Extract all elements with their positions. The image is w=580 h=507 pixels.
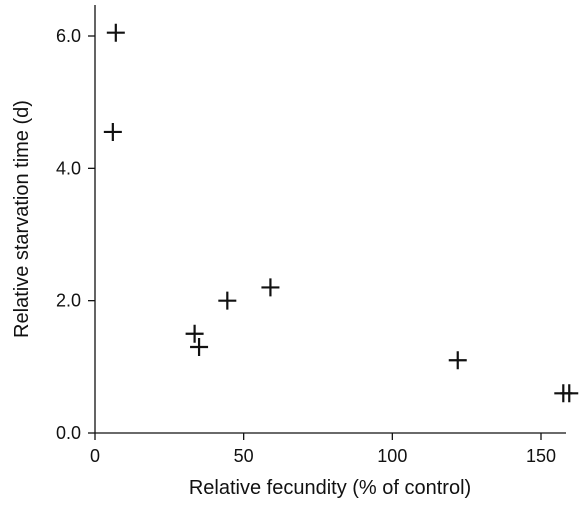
data-point-plus-marker — [103, 122, 122, 141]
data-point-plus-marker — [190, 337, 209, 356]
x-axis-title: Relative fecundity (% of control) — [189, 477, 471, 499]
y-tick-label: 4.0 — [56, 158, 81, 178]
data-point-plus-marker — [185, 324, 204, 343]
x-tick-label: 0 — [90, 446, 100, 466]
x-tick-label: 100 — [377, 446, 407, 466]
data-point-plus-marker — [448, 351, 467, 370]
y-tick-label: 2.0 — [56, 291, 81, 311]
y-tick-label: 6.0 — [56, 26, 81, 46]
x-tick-label: 150 — [526, 446, 556, 466]
data-point-plus-marker — [560, 384, 579, 403]
y-axis-ticks: 0.0 2.0 4.0 6.0 — [56, 26, 95, 443]
y-tick-label: 0.0 — [56, 423, 81, 443]
x-tick-label: 50 — [234, 446, 254, 466]
data-point-plus-marker — [218, 291, 237, 310]
x-axis-ticks: 0 50 100 150 — [90, 433, 556, 466]
y-axis-title: Relative starvation time (d) — [11, 100, 33, 338]
data-point-plus-marker — [261, 278, 280, 297]
data-points — [103, 23, 579, 403]
data-point-plus-marker — [106, 23, 125, 42]
